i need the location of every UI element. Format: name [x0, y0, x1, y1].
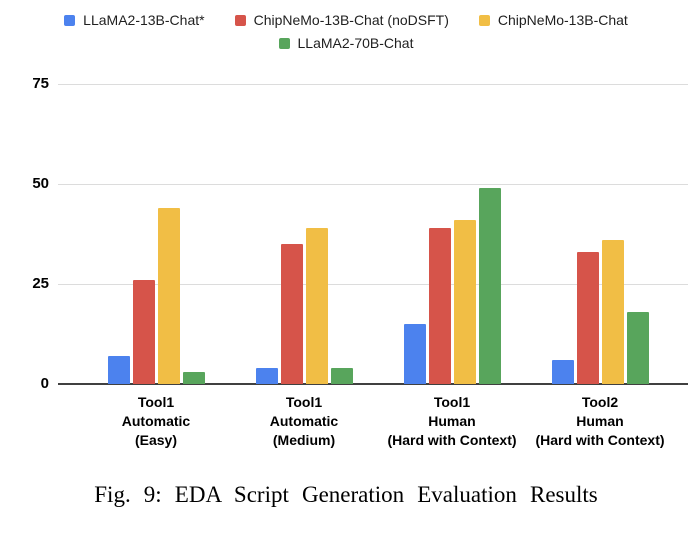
bar — [305, 228, 328, 384]
legend-row: LLaMA2-13B-Chat* ChipNeMo-13B-Chat (noDSF… — [64, 12, 628, 28]
bar — [428, 228, 451, 384]
gridline — [58, 84, 688, 85]
x-axis-category-label: Tool2 Human (Hard with Context) — [515, 393, 685, 450]
x-axis-label-line: Human — [576, 413, 624, 429]
legend-swatch — [64, 14, 76, 26]
x-axis-label-line: Tool1 — [433, 394, 471, 410]
legend-item: LLaMA2-70B-Chat — [278, 35, 414, 51]
legend-item: ChipNeMo-13B-Chat (noDSFT) — [234, 12, 449, 28]
bar — [330, 368, 353, 384]
x-axis-label-line: Automatic — [121, 413, 191, 429]
bar — [182, 372, 205, 384]
x-axis-label-line: (Medium) — [272, 432, 336, 448]
chart-legend: LLaMA2-13B-Chat* ChipNeMo-13B-Chat (noDSF… — [0, 12, 692, 51]
bar — [576, 252, 599, 384]
bar — [453, 220, 476, 384]
bar — [403, 324, 426, 384]
y-axis-tick-label: 25 — [32, 275, 49, 292]
x-axis-category-label: Tool1 Automatic (Easy) — [71, 393, 241, 450]
legend-item: ChipNeMo-13B-Chat — [478, 12, 628, 28]
x-axis-label-line: Automatic — [269, 413, 339, 429]
y-axis-tick-label: 0 — [40, 375, 49, 392]
bar — [107, 356, 130, 384]
x-axis-line — [58, 383, 688, 385]
x-axis-label-line: Tool1 — [285, 394, 323, 410]
bar — [255, 368, 278, 384]
figure-caption: Fig. 9: EDA Script Generation Evaluation… — [94, 482, 598, 507]
bar — [157, 208, 180, 384]
bar — [626, 312, 649, 384]
legend-swatch — [478, 14, 490, 26]
x-axis-label-line: Tool1 — [137, 394, 175, 410]
x-axis-category-label: Tool1 Human (Hard with Context) — [367, 393, 537, 450]
gridline — [58, 284, 688, 285]
bar — [132, 280, 155, 384]
x-axis-category-label: Tool1 Automatic (Medium) — [219, 393, 389, 450]
bar — [601, 240, 624, 384]
x-axis-label-line: Tool2 — [581, 394, 619, 410]
bar — [551, 360, 574, 384]
legend-swatch — [234, 14, 246, 26]
legend-swatch — [278, 37, 290, 49]
x-axis-label-line: Human — [428, 413, 476, 429]
legend-label: ChipNeMo-13B-Chat — [497, 12, 628, 28]
legend-label: ChipNeMo-13B-Chat (noDSFT) — [253, 12, 449, 28]
legend-label: LLaMA2-70B-Chat — [297, 35, 414, 51]
y-axis-tick-label: 50 — [32, 175, 49, 192]
gridline — [58, 184, 688, 185]
bar — [478, 188, 501, 384]
x-axis-label-line: (Hard with Context) — [387, 432, 517, 448]
legend-row: LLaMA2-70B-Chat — [278, 35, 414, 51]
bar-chart-plot: 0 25 50 75 Tool1 Automatic (Easy) Tool1 Automati… — [32, 75, 688, 450]
bar — [280, 244, 303, 384]
x-axis-label-line: (Easy) — [134, 432, 178, 448]
legend-label: LLaMA2-13B-Chat* — [83, 12, 205, 28]
legend-item: LLaMA2-13B-Chat* — [64, 12, 205, 28]
x-axis-label-line: (Hard with Context) — [535, 432, 665, 448]
y-axis-tick-label: 75 — [32, 75, 49, 92]
